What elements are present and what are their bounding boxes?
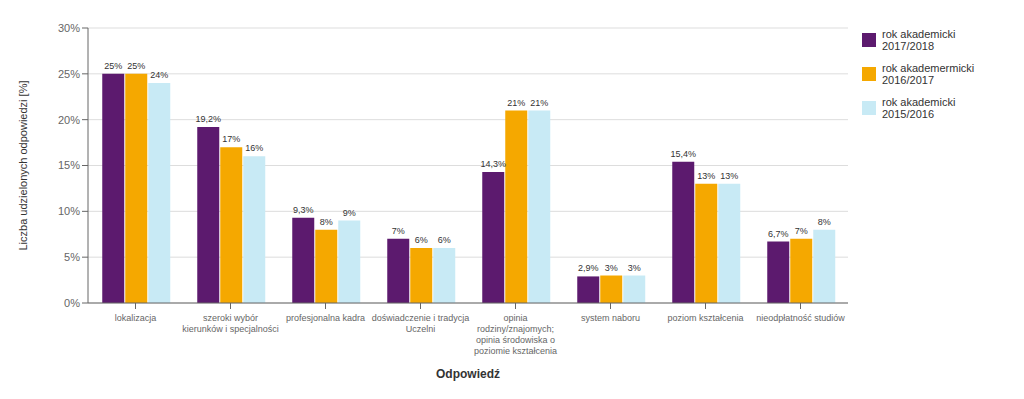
svg-text:3%: 3%	[628, 263, 641, 273]
svg-text:10%: 10%	[58, 205, 80, 217]
svg-text:15%: 15%	[58, 159, 80, 171]
svg-text:Liczba udzielonych odpowiedzi: Liczba udzielonych odpowiedzi [%]	[17, 81, 29, 251]
html-text:rok akademermicki: rok akademermicki	[882, 62, 975, 74]
html-text:rok akademicki: rok akademicki	[882, 28, 956, 40]
svg-text:24%: 24%	[150, 70, 168, 80]
svg-text:13%: 13%	[720, 171, 738, 181]
svg-text:25%: 25%	[58, 68, 80, 80]
svg-text:0%: 0%	[64, 297, 80, 309]
svg-text:20%: 20%	[58, 114, 80, 126]
html-text:2017/2018: 2017/2018	[882, 40, 934, 52]
svg-text:30%: 30%	[58, 22, 80, 34]
svg-text:25%: 25%	[127, 61, 145, 71]
svg-text:14,3%: 14,3%	[480, 159, 506, 169]
svg-text:Odpowiedź: Odpowiedź	[436, 367, 500, 381]
svg-text:profesjonalna kadra: profesjonalna kadra	[286, 313, 365, 323]
svg-text:7%: 7%	[392, 226, 405, 236]
svg-text:3%: 3%	[605, 263, 618, 273]
svg-text:szeroki wybórkierunków i specj: szeroki wybórkierunków i specjalności	[182, 313, 279, 334]
svg-text:9,3%: 9,3%	[293, 205, 314, 215]
svg-text:16%: 16%	[245, 143, 263, 153]
svg-text:8%: 8%	[320, 217, 333, 227]
svg-text:21%: 21%	[530, 98, 548, 108]
svg-text:system naboru: system naboru	[581, 313, 640, 323]
svg-text:13%: 13%	[697, 171, 715, 181]
svg-text:nieodpłatność studiów: nieodpłatność studiów	[756, 313, 845, 323]
svg-text:poziom kształcenia: poziom kształcenia	[667, 313, 743, 323]
svg-text:21%: 21%	[507, 98, 525, 108]
svg-text:opiniarodziny/znajomych;opinia: opiniarodziny/znajomych;opinia środowisk…	[474, 313, 557, 356]
svg-text:15,4%: 15,4%	[670, 149, 696, 159]
svg-text:7%: 7%	[795, 226, 808, 236]
svg-text:6%: 6%	[438, 235, 451, 245]
svg-text:9%: 9%	[343, 208, 356, 218]
svg-text:6,7%: 6,7%	[768, 229, 789, 239]
html-text:rok akademicki: rok akademicki	[882, 96, 956, 108]
svg-text:19,2%: 19,2%	[195, 114, 221, 124]
svg-text:5%: 5%	[64, 251, 80, 263]
svg-text:lokalizacja: lokalizacja	[115, 313, 157, 323]
svg-text:8%: 8%	[818, 217, 831, 227]
html-text:2015/2016: 2015/2016	[882, 108, 934, 120]
svg-text:2,9%: 2,9%	[578, 263, 599, 273]
svg-text:6%: 6%	[415, 235, 428, 245]
svg-text:doświadczenie i tradycjaUczeln: doświadczenie i tradycjaUczelni	[372, 313, 470, 334]
html-text:2016/2017: 2016/2017	[882, 74, 934, 86]
svg-text:25%: 25%	[104, 61, 122, 71]
svg-text:17%: 17%	[222, 134, 240, 144]
